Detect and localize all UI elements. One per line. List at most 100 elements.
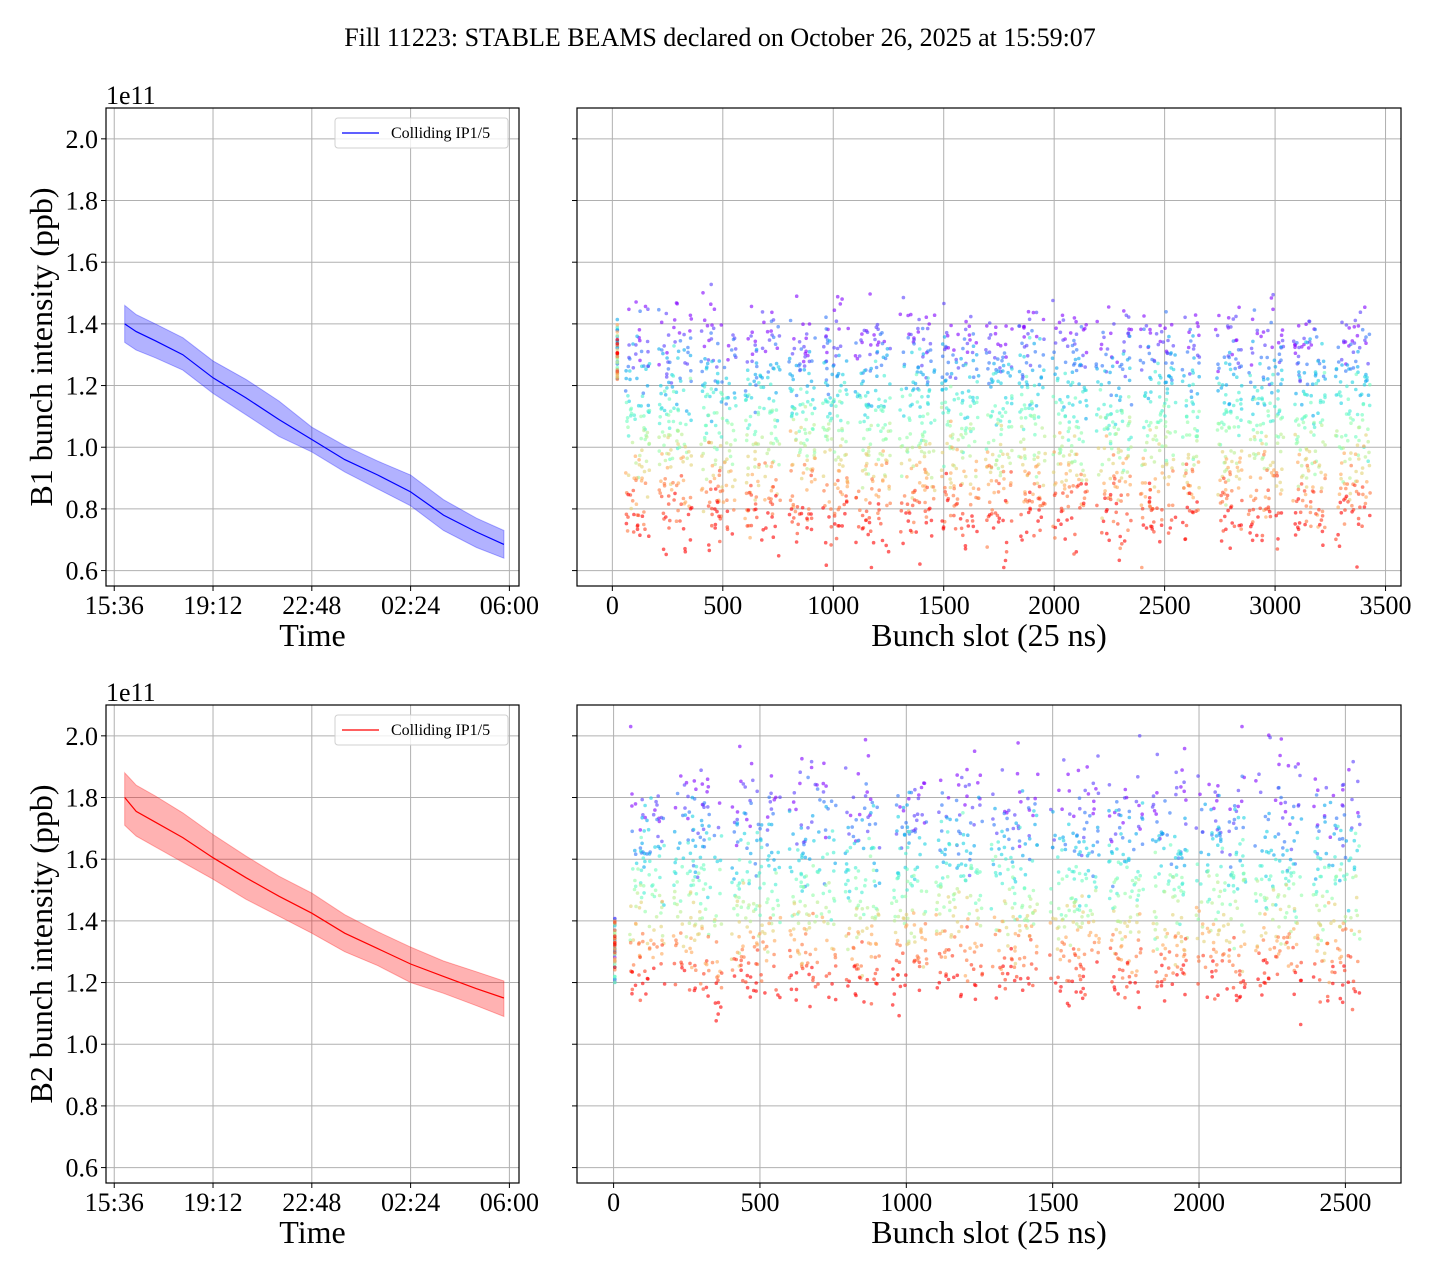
bunch-point [1281,853,1285,857]
bunch-point [715,411,719,415]
bunch-point [1122,349,1126,354]
bunch-point [803,837,808,842]
bunch-point [1318,923,1323,928]
mean-line [124,797,505,999]
bunch-point [628,932,632,937]
bunch-point [1173,856,1178,860]
bunch-point [863,883,867,888]
bunch-point [795,531,800,536]
bunch-point [1216,880,1220,884]
bunch-point [630,804,634,808]
bunch-point [769,822,774,827]
bunch-point [1078,850,1082,854]
bunch-point [1298,448,1303,452]
bunch-point [1217,928,1222,932]
bunch-point [944,948,949,952]
bunch-point [685,871,690,876]
bunch-point [1082,952,1087,957]
bunch-point [1108,412,1113,417]
bunch-point [724,441,729,445]
bunch-point [724,376,729,381]
bunch-point [1254,948,1258,953]
bunch-point [1104,352,1108,357]
bunch-point [912,814,917,818]
bunch-point [986,367,990,371]
bunch-point [740,878,745,883]
bunch-point [1064,478,1068,483]
bunch-point [1116,860,1121,864]
bunch-point [925,485,929,490]
bunch-point [1082,496,1087,501]
bunch-point [826,392,831,397]
time-snapshot-layer [613,811,1361,979]
bunch-point [656,834,660,839]
bunch-point [1030,368,1035,373]
bunch-point [1037,382,1042,387]
bunch-point [702,972,706,976]
bunch-point [934,913,938,917]
bunch-point [945,874,950,879]
bunch-point [1109,837,1113,842]
bunch-point [998,343,1003,348]
bunch-point [729,348,734,352]
bunch-point [923,948,928,953]
bunch-point [940,803,944,807]
bunch-point [1027,934,1032,938]
bunch-point [1017,923,1022,928]
bunch-point [836,455,841,460]
bunch-point [1103,369,1107,373]
bunch-point [1281,846,1285,850]
bunch-point [1071,947,1076,951]
bunch-point [1235,398,1239,403]
bunch-point [737,858,742,862]
bunch-point [1179,889,1183,893]
bunch-point [1108,439,1113,444]
bunch-point [1239,402,1243,406]
bunch-point [881,355,886,360]
bunch-point [681,527,686,531]
bunch-point [1307,449,1312,454]
bunch-point [1124,456,1128,461]
bunch-point [899,444,903,449]
bunch-point [902,414,906,418]
bunch-point [1029,924,1034,928]
bunch-point [1312,433,1316,437]
bunch-point [1108,476,1113,481]
bunch-point [865,906,870,910]
bunch-point [1287,932,1291,936]
bunch-point [1272,853,1276,857]
bunch-point [655,817,659,822]
bunch-point [944,387,948,391]
bunch-point [1160,518,1164,522]
bunch-point [921,355,925,359]
bunch-point [1127,815,1132,820]
bunch-point [1356,810,1360,815]
bunch-point [1166,966,1171,970]
bunch-point [944,330,949,335]
bunch-point [821,506,825,510]
bunch-point [1135,904,1139,908]
bunch-point [1295,830,1300,835]
bunch-point [1315,836,1320,840]
bunch-point [694,968,698,972]
bunch-point [704,959,709,963]
bunch-point [1200,922,1205,926]
bunch-point [730,932,734,936]
bunch-point [665,351,669,355]
bunch-point [985,518,989,522]
bunch-point [691,838,695,843]
bunch-point [1073,459,1077,464]
bunch-point [1274,484,1279,488]
bunch-point [1113,832,1118,836]
bunch-point [704,985,709,990]
bunch-point [881,478,885,482]
bunch-point [1349,421,1353,426]
bunch-point [1020,789,1025,793]
bunch-point [1313,777,1318,781]
bunch-point [1043,451,1047,456]
bunch-point [800,966,805,971]
bunch-point [1061,318,1066,322]
bunch-point [1216,492,1220,497]
bunch-point [798,781,802,786]
